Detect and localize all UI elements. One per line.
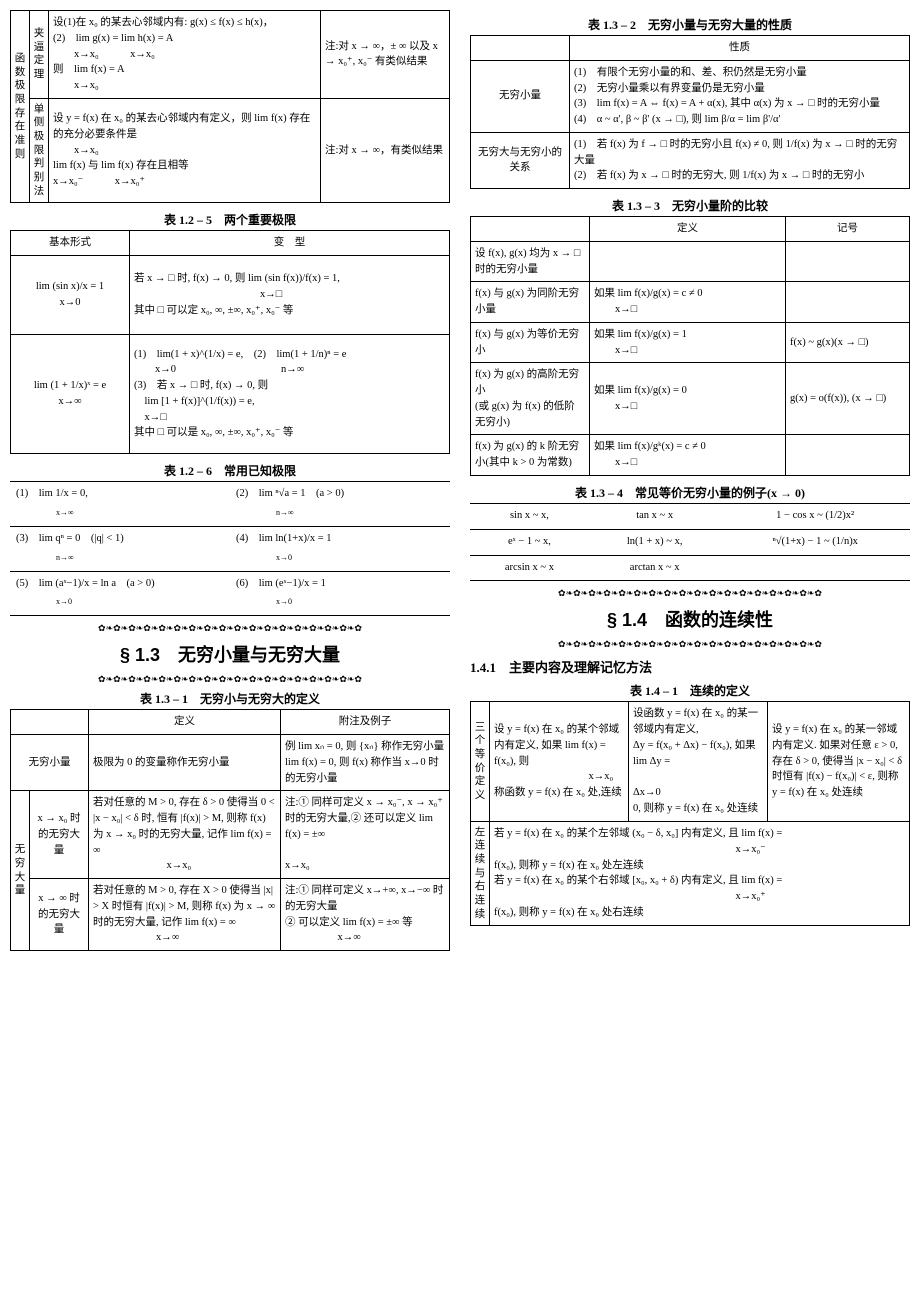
table-1-3-2: 性质 无穷小量 (1) 有限个无穷小量的和、差、积仍然是无穷小量 (2) 无穷小… [470,35,910,189]
cell: 设函数 y = f(x) 在 x₀ 的某一邻域内有定义, Δy = f(x₀ +… [629,702,768,821]
cell: 若 x → □ 时, f(x) → 0, 则 lim (sin f(x))/f(… [130,255,450,334]
cell: lim (1 + 1/x)ˣ = e x→∞ [11,334,130,453]
cell [786,435,910,476]
sub: x→0 [276,597,292,606]
caption-1-3-4: 表 1.3 – 4 常见等价无穷小量的例子(x → 0) [470,484,910,501]
cell: 设 f(x), g(x) 均为 x → □ 时的无穷小量 [471,241,590,282]
formula: (2) lim ⁿ√a = 1 (a > 0) [236,488,344,499]
row-label: 单侧极限判别法 [30,98,49,202]
cell: tan x ~ x [589,503,721,529]
cell-note: 注:对 x → ∞，有类似结果 [321,98,450,202]
cell: f(x) 与 g(x) 为同阶无穷小量 [471,282,590,323]
cell: ln(1 + x) ~ x, [589,529,721,555]
sub: x→∞ [56,508,74,517]
header: 定义 [89,710,281,735]
side-label: 无穷大量 [11,791,30,951]
cell: 如果 lim f(x)/gᵏ(x) = c ≠ 0 x→□ [590,435,786,476]
row-label: 无穷大与无穷小的关系 [471,132,570,188]
formula: (4) lim ln(1+x)/x = 1 [236,533,332,544]
table-1-3-4: sin x ~ x, tan x ~ x 1 − cos x ~ (1/2)x²… [470,503,910,582]
side-label: 函数极限存在准则 [11,11,30,203]
cell: 设 y = f(x) 在 x₀ 的某一邻域内有定义. 如果对任意 ε > 0, … [768,702,910,821]
header: 基本形式 [11,231,130,256]
cell: f(x) 为 g(x) 的高阶无穷小 (或 g(x) 为 f(x) 的低阶无穷小… [471,363,590,435]
caption-1-2-6: 表 1.2 – 6 常用已知极限 [10,462,450,479]
left-column: 函数极限存在准则 夹逼定理 设(1)在 x₀ 的某去心邻域内有: g(x) ≤ … [10,10,450,959]
section-1-3-title: § 1.3 无穷小量与无穷大量 [10,641,450,667]
cell: 设 y = f(x) 在 x₀ 的某个邻域内有定义, 如果 lim f(x) =… [490,702,629,821]
cell-content: 设(1)在 x₀ 的某去心邻域内有: g(x) ≤ f(x) ≤ h(x)， (… [49,11,321,99]
sub: x→0 [276,553,292,562]
cell: sin x ~ x, [470,503,589,529]
cell: 注:① 同样可定义 x → x₀⁻, x → x₀⁺ 时的无穷大量,② 还可以定… [281,791,450,879]
table-1-3-1: 定义 附注及例子 无穷小量 极限为 0 的变量称作无穷小量 例 lim xₙ =… [10,709,450,951]
side-label: 三个等价定义 [471,702,490,821]
side-label: 无穷小量 [11,735,89,791]
cell: arctan x ~ x [589,555,721,581]
right-column: 表 1.3 – 2 无穷小量与无穷大量的性质 性质 无穷小量 (1) 有限个无穷… [470,10,910,959]
cell [720,555,910,581]
cell: arcsin x ~ x [470,555,589,581]
caption-1-4-1: 表 1.4 – 1 连续的定义 [470,682,910,699]
table-1-3-3: 定义 记号 设 f(x), g(x) 均为 x → □ 时的无穷小量 f(x) … [470,216,910,476]
header: 附注及例子 [281,710,450,735]
caption-1-3-2: 表 1.3 – 2 无穷小量与无穷大量的性质 [470,16,910,33]
side-label: 左连续与右连续 [471,821,490,925]
formula: (1) lim 1/x = 0, [16,488,88,499]
cell-note: 注:对 x → ∞，± ∞ 以及 x → x₀⁺, x₀⁻ 有类似结果 [321,11,450,99]
formula: (5) lim (aˣ−1)/x = ln a (a > 0) [16,578,155,589]
cell [786,282,910,323]
cell: 注:① 同样可定义 x→+∞, x→−∞ 时的无穷大量 ② 可以定义 lim f… [281,879,450,951]
table-1-2-6: (1) lim 1/x = 0, x→∞ (2) lim ⁿ√a = 1 (a … [10,481,450,616]
cell: f(x) 与 g(x) 为等价无穷小 [471,322,590,363]
cell: (1) 若 f(x) 为 f → □ 时的无穷小且 f(x) ≠ 0, 则 1/… [570,132,910,188]
cell: (1) lim(1 + x)^(1/x) = e, (2) lim(1 + 1/… [130,334,450,453]
cell: 如果 lim f(x)/g(x) = 0 x→□ [590,363,786,435]
page: 函数极限存在准则 夹逼定理 设(1)在 x₀ 的某去心邻域内有: g(x) ≤ … [10,10,910,959]
cell: f(x) 为 g(x) 的 k 阶无穷小(其中 k > 0 为常数) [471,435,590,476]
cell: g(x) = o(f(x)), (x → □) [786,363,910,435]
decoration: ✿❧✿❧✿❧✿❧✿❧✿❧✿❧✿❧✿❧✿❧✿❧✿❧✿❧✿❧✿❧✿❧✿❧✿ [10,624,450,633]
sub-label: x → x₀ 时的无穷大量 [30,791,89,879]
cell: 若对任意的 M > 0, 存在 X > 0 使得当 |x| > X 时恒有 |f… [89,879,281,951]
section-1-4-title: § 1.4 函数的连续性 [470,606,910,632]
row-label: 无穷小量 [471,60,570,132]
caption-1-3-1: 表 1.3 – 1 无穷小与无穷大的定义 [10,690,450,707]
cell: ⁿ√(1+x) − 1 ~ (1/n)x [720,529,910,555]
sub: n→∞ [56,553,74,562]
cell: 例 lim xₙ = 0, 则 {xₙ} 称作无穷小量 lim f(x) = 0… [281,735,450,791]
formula: (6) lim (eˣ−1)/x = 1 [236,578,326,589]
header: 变 型 [130,231,450,256]
cell: 极限为 0 的变量称作无穷小量 [89,735,281,791]
cell: 如果 lim f(x)/g(x) = 1 x→□ [590,322,786,363]
sub: x→0 [56,597,72,606]
cell: 若 y = f(x) 在 x₀ 的某个左邻域 (x₀ − δ, x₀] 内有定义… [490,821,910,925]
header: 记号 [786,217,910,242]
table-1-4-1: 三个等价定义 设 y = f(x) 在 x₀ 的某个邻域内有定义, 如果 lim… [470,701,910,926]
decoration: ✿❧✿❧✿❧✿❧✿❧✿❧✿❧✿❧✿❧✿❧✿❧✿❧✿❧✿❧✿❧✿❧✿❧✿ [10,675,450,684]
table-1-2-5: 基本形式 变 型 lim (sin x)/x = 1 x→0 若 x → □ 时… [10,230,450,454]
decoration: ✿❧✿❧✿❧✿❧✿❧✿❧✿❧✿❧✿❧✿❧✿❧✿❧✿❧✿❧✿❧✿❧✿❧✿ [470,589,910,598]
cell: eˣ − 1 ~ x, [470,529,589,555]
caption-1-2-5: 表 1.2 – 5 两个重要极限 [10,211,450,228]
decoration: ✿❧✿❧✿❧✿❧✿❧✿❧✿❧✿❧✿❧✿❧✿❧✿❧✿❧✿❧✿❧✿❧✿❧✿ [470,640,910,649]
caption-1-3-3: 表 1.3 – 3 无穷小量阶的比较 [470,197,910,214]
header: 定义 [590,217,786,242]
cell: 若对任意的 M > 0, 存在 δ > 0 使得当 0 < |x − x₀| <… [89,791,281,879]
subsection-1-4-1: 1.4.1 主要内容及理解记忆方法 [470,657,910,676]
cell-content: 设 y = f(x) 在 x₀ 的某去心邻域内有定义，则 lim f(x) 存在… [49,98,321,202]
sub: n→∞ [276,508,294,517]
row-label: 夹逼定理 [30,11,49,99]
formula: (3) lim qⁿ = 0 (|q| < 1) [16,533,124,544]
sub-label: x → ∞ 时的无穷大量 [30,879,89,951]
cell: 如果 lim f(x)/g(x) = c ≠ 0 x→□ [590,282,786,323]
cell: lim (sin x)/x = 1 x→0 [11,255,130,334]
cell: (1) 有限个无穷小量的和、差、积仍然是无穷小量 (2) 无穷小量乘以有界变量仍… [570,60,910,132]
table-limit-criteria: 函数极限存在准则 夹逼定理 设(1)在 x₀ 的某去心邻域内有: g(x) ≤ … [10,10,450,203]
cell: 1 − cos x ~ (1/2)x² [720,503,910,529]
cell: f(x) ~ g(x)(x → □) [786,322,910,363]
header: 性质 [570,36,910,61]
